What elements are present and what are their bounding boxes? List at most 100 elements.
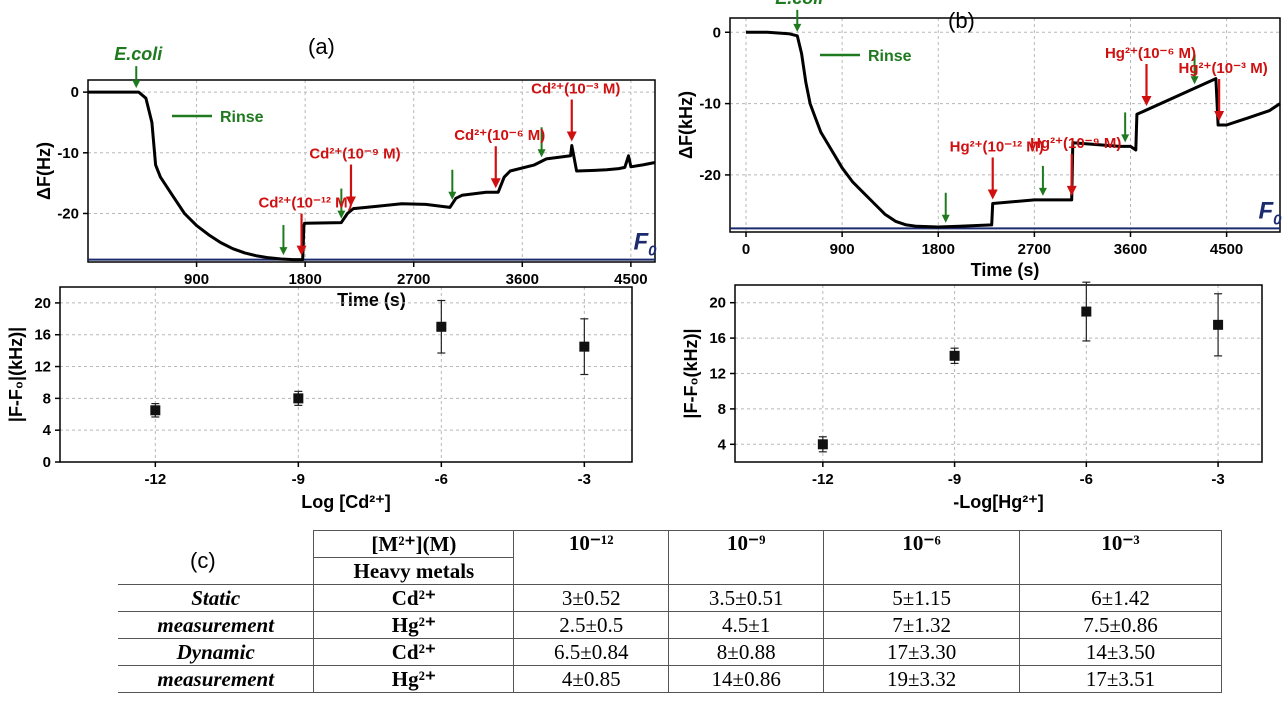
y-tick-label: 16 xyxy=(709,330,726,347)
y-axis-label: |F-F₀|(kHz)| xyxy=(6,327,26,422)
group-label-static-1: Static xyxy=(118,584,315,612)
y-axis-label: ΔF(Hz) xyxy=(34,142,54,200)
panel-label-a: (a) xyxy=(308,34,335,59)
data-point xyxy=(150,405,161,416)
group-label-dynamic-2: measurement xyxy=(118,665,315,693)
table-cell: 14±3.50 xyxy=(1019,638,1222,666)
ecoli-label: E.coli xyxy=(775,0,824,8)
panel-label-b: (b) xyxy=(948,8,975,33)
data-point xyxy=(579,341,590,352)
results-table: [M²⁺](M) 10⁻¹² 10⁻⁹ 10⁻⁶ 10⁻³ Heavy meta… xyxy=(118,530,1222,718)
data-point xyxy=(436,321,447,332)
table-cell: 7±1.32 xyxy=(823,611,1021,639)
x-tick-label: 4500 xyxy=(1210,241,1243,258)
rinse-arrow-head xyxy=(941,214,950,223)
y-tick-label: 0 xyxy=(43,454,51,471)
table-cell: 7.5±0.86 xyxy=(1019,611,1222,639)
y-tick-label: -10 xyxy=(699,96,721,113)
table-cell: 19±3.32 xyxy=(823,665,1021,693)
x-axis-label: -Log[Hg²⁺] xyxy=(953,492,1043,512)
rinse-arrow-head xyxy=(1190,76,1199,85)
metal-label: Cd²⁺(10⁻⁶ M) xyxy=(454,127,545,144)
x-tick-label: 900 xyxy=(830,241,855,258)
y-tick-label: 4 xyxy=(43,422,52,439)
table-row: measurement Hg²⁺ 2.5±0.5 4.5±1 7±1.32 7.… xyxy=(118,611,1222,639)
x-tick-label: 4500 xyxy=(614,271,647,288)
y-tick-label: 0 xyxy=(71,84,79,101)
x-tick-label: 1800 xyxy=(288,271,321,288)
y-tick-label: 8 xyxy=(43,390,51,407)
table-cell: 17±3.51 xyxy=(1019,665,1222,693)
metal-label: Cd²⁺(10⁻¹² M) xyxy=(258,195,352,212)
y-tick-label: 4 xyxy=(718,436,727,453)
rinse-arrow-head xyxy=(1121,134,1130,143)
x-tick-label: -12 xyxy=(144,471,166,488)
table-cell: 2.5±0.5 xyxy=(513,611,670,639)
data-point xyxy=(1081,306,1092,317)
metal-label: Cd²⁺(10⁻³ M) xyxy=(531,81,620,98)
table-cell: 6±1.42 xyxy=(1019,584,1222,612)
metal-arrow-head xyxy=(1141,95,1152,106)
x-tick-label: -3 xyxy=(1211,471,1224,488)
plot-frame xyxy=(729,17,1281,233)
metal-label: Hg²⁺(10⁻¹² M) xyxy=(950,138,1044,155)
y-tick-label: 12 xyxy=(34,359,51,376)
x-tick-label: 2700 xyxy=(1018,241,1051,258)
y-tick-label: 20 xyxy=(34,295,51,312)
metal-label: Hg²⁺(10⁻³ M) xyxy=(1179,60,1268,77)
group-label-static-2: measurement xyxy=(118,611,315,639)
metal-label: Cd²⁺(10⁻⁹ M) xyxy=(309,146,400,163)
x-tick-label: -3 xyxy=(578,471,591,488)
ecoli-arrow-head xyxy=(132,80,141,89)
y-tick-label: 8 xyxy=(718,401,726,418)
table-cell: 3±0.52 xyxy=(513,584,670,612)
table-row: measurement Hg²⁺ 4±0.85 14±0.86 19±3.32 … xyxy=(118,665,1222,693)
x-tick-label: -6 xyxy=(1080,471,1093,488)
table-cell: 5±1.15 xyxy=(823,584,1021,612)
plot-frame xyxy=(87,79,656,263)
x-tick-label: -12 xyxy=(812,471,834,488)
metal-arrow-head xyxy=(345,196,356,207)
x-tick-label: 1800 xyxy=(922,241,955,258)
table-cell: 8±0.88 xyxy=(668,638,825,666)
data-point xyxy=(949,350,960,361)
baseline-label: F0 xyxy=(1258,197,1282,228)
table-cell: 4±0.85 xyxy=(513,665,670,693)
col-header-3: 10⁻⁶ xyxy=(823,530,1021,585)
figure-canvas: 900 1800 2700 3600 4500 0 -10 -20 Time (s) ΔF(Hz)… xyxy=(6,0,1282,512)
metal-arrow-head xyxy=(490,178,501,189)
y-tick-label: -20 xyxy=(57,205,79,222)
ion-label: Hg²⁺ xyxy=(313,611,515,639)
y-tick-label: 16 xyxy=(34,327,51,344)
y-tick-label: 20 xyxy=(709,295,726,312)
col-header-4: 10⁻³ xyxy=(1019,530,1222,585)
rinse-arrow-head xyxy=(337,210,346,219)
table-row: Dynamic Cd²⁺ 6.5±0.84 8±0.88 17±3.30 14±… xyxy=(118,638,1222,666)
ecoli-label: E.coli xyxy=(114,44,163,64)
rinse-arrow-head xyxy=(1038,187,1047,196)
rinse-legend-label: Rinse xyxy=(220,109,264,126)
data-point xyxy=(817,439,828,450)
table-row: Static Cd²⁺ 3±0.52 3.5±0.51 5±1.15 6±1.4… xyxy=(118,584,1222,612)
y-tick-label: 12 xyxy=(709,366,726,383)
conc-header: [M²⁺](M) xyxy=(313,530,515,558)
ecoli-arrow-head xyxy=(793,23,802,32)
x-tick-label: -9 xyxy=(948,471,961,488)
y-tick-label: -20 xyxy=(699,167,721,184)
rinse-arrow-head xyxy=(448,191,457,200)
plot-frame xyxy=(59,286,633,463)
ion-label: Hg²⁺ xyxy=(313,665,515,693)
y-tick-label: -10 xyxy=(57,145,79,162)
data-point xyxy=(293,393,304,404)
y-tick-label: 0 xyxy=(713,24,721,41)
table-cell: 17±3.30 xyxy=(823,638,1021,666)
x-tick-label: -6 xyxy=(435,471,448,488)
data-point xyxy=(1213,319,1224,330)
table-cell: 6.5±0.84 xyxy=(513,638,670,666)
y-axis-label: |F-F₀(kHz)| xyxy=(681,328,701,418)
rinse-legend-label: Rinse xyxy=(868,48,912,65)
table-cell: 3.5±0.51 xyxy=(668,584,825,612)
x-tick-label: 900 xyxy=(184,271,209,288)
metal-arrow-head xyxy=(566,131,577,142)
rinse-arrow-head xyxy=(279,247,288,256)
